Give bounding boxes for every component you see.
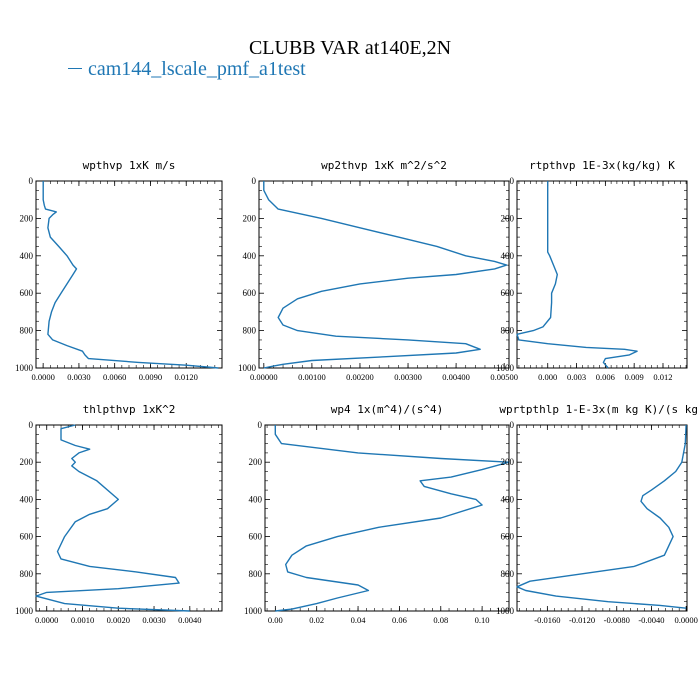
plot-frame <box>35 424 223 612</box>
y-tick-label: 400 <box>20 494 34 504</box>
y-tick-label: 1000 <box>15 363 34 373</box>
y-tick-label: 600 <box>20 288 34 298</box>
x-tick-label: 0.009 <box>625 372 644 382</box>
panel-title: wprtpthlp 1-E-3x(m kg K)/(s kg) <box>499 403 700 416</box>
x-tick-label: 0.00 <box>268 615 283 625</box>
series-line <box>35 424 190 612</box>
x-tick-label: 0.00100 <box>298 372 326 382</box>
x-tick-label: 0.02 <box>309 615 324 625</box>
y-tick-label: 400 <box>243 251 257 261</box>
x-tick-label: 0.000 <box>538 372 557 382</box>
y-tick-label: 800 <box>243 326 257 336</box>
y-tick-label: 800 <box>501 326 515 336</box>
y-tick-label: 0 <box>510 420 515 430</box>
x-tick-label: 0.006 <box>596 372 615 382</box>
y-tick-label: 0 <box>510 176 515 186</box>
x-tick-label: 0.10 <box>475 615 490 625</box>
plot-frame <box>516 180 688 369</box>
y-tick-label: 0 <box>29 176 34 186</box>
series-line <box>516 424 687 609</box>
y-tick-label: 200 <box>501 213 515 223</box>
x-tick-label: 0.0020 <box>107 615 130 625</box>
y-tick-label: 1000 <box>496 363 515 373</box>
y-tick-label: 200 <box>243 213 257 223</box>
y-tick-label: 200 <box>20 213 34 223</box>
x-tick-label: 0.0090 <box>139 372 162 382</box>
y-tick-label: 200 <box>501 457 515 467</box>
x-tick-label: 0.0000 <box>31 372 54 382</box>
y-tick-label: 1000 <box>244 606 263 616</box>
chart-panel-2: wp2thvp 1xK m^2/s^2020040060080010000.00… <box>238 159 518 382</box>
panel-title: wp2thvp 1xK m^2/s^2 <box>321 159 447 172</box>
y-tick-label: 800 <box>249 569 263 579</box>
y-tick-label: 400 <box>20 251 34 261</box>
legend-line-icon <box>68 67 82 69</box>
x-tick-label: 0.0060 <box>103 372 126 382</box>
y-tick-label: 1000 <box>15 606 34 616</box>
plot-frame <box>264 424 510 612</box>
x-tick-label: -0.0120 <box>569 615 595 625</box>
series-line <box>42 181 219 369</box>
y-tick-label: 1000 <box>496 606 515 616</box>
x-tick-label: 0.06 <box>392 615 407 625</box>
panel-title: rtpthvp 1E-3x(kg/kg) K <box>529 159 675 172</box>
x-tick-label: -0.0040 <box>638 615 664 625</box>
series-line <box>274 425 510 612</box>
y-tick-label: 400 <box>501 494 515 504</box>
x-tick-label: 0.0000 <box>35 615 58 625</box>
y-tick-label: 800 <box>501 569 515 579</box>
x-tick-label: 0.08 <box>433 615 448 625</box>
x-tick-label: 0.0030 <box>67 372 90 382</box>
y-tick-label: 0 <box>29 420 34 430</box>
x-tick-label: 0.00000 <box>250 372 278 382</box>
x-tick-label: 0.00400 <box>442 372 470 382</box>
x-tick-label: -0.0080 <box>604 615 630 625</box>
x-tick-label: 0.003 <box>567 372 586 382</box>
x-tick-label: 0.0040 <box>178 615 201 625</box>
chart-panel-3: rtpthvp 1E-3x(kg/kg) K 0 200 400 600 800 1000 0… <box>496 159 688 382</box>
y-tick-label: 800 <box>20 569 34 579</box>
legend: cam144_lscale_pmf_a1test <box>68 58 306 81</box>
x-tick-label: 0.04 <box>351 615 367 625</box>
y-tick-label: 400 <box>501 251 515 261</box>
x-tick-label: 0.0010 <box>71 615 94 625</box>
x-tick-label: 0.012 <box>653 372 672 382</box>
page-title: CLUBB VAR at140E,2N <box>248 37 452 59</box>
x-tick-label: 0.00300 <box>394 372 422 382</box>
x-tick-label: 0.00200 <box>346 372 374 382</box>
plot-frame <box>516 424 688 612</box>
plot-frame <box>258 180 510 369</box>
panel-title: wp4 1x(m^4)/(s^4) <box>331 403 444 416</box>
legend-label: cam144_lscale_pmf_a1test <box>88 58 306 80</box>
x-tick-label: 0.0120 <box>175 372 198 382</box>
y-tick-label: 600 <box>20 532 34 542</box>
panel-title: thlpthvp 1xK^2 <box>83 403 176 416</box>
y-tick-label: 0 <box>258 420 263 430</box>
y-tick-label: 0 <box>252 176 257 186</box>
x-tick-label: -0.0160 <box>534 615 560 625</box>
plot-frame <box>35 180 223 369</box>
y-tick-label: 600 <box>249 532 263 542</box>
series-line <box>263 181 508 369</box>
y-tick-label: 400 <box>249 494 263 504</box>
y-tick-label: 200 <box>20 457 34 467</box>
panel-title: wpthvp 1xK m/s <box>83 159 176 172</box>
x-tick-label: 0.0000 <box>674 615 697 625</box>
y-tick-label: 200 <box>249 457 263 467</box>
chart-panel-5: wp4 1x(m^4)/(s^4) 0 200 400 600 800 1000 0.00 0.… <box>244 403 510 625</box>
chart-panel-6: wprtpthlp 1-E-3x(m kg K)/(s kg) 0 200 400 60… <box>496 403 700 625</box>
x-tick-label: 0.0030 <box>142 615 165 625</box>
y-tick-label: 600 <box>243 288 257 298</box>
y-tick-label: 600 <box>501 532 515 542</box>
y-tick-label: 600 <box>501 288 515 298</box>
x-tick-label: 0.00500 <box>490 372 518 382</box>
series-line <box>516 181 638 369</box>
y-tick-label: 1000 <box>238 363 257 373</box>
y-tick-label: 800 <box>20 326 34 336</box>
